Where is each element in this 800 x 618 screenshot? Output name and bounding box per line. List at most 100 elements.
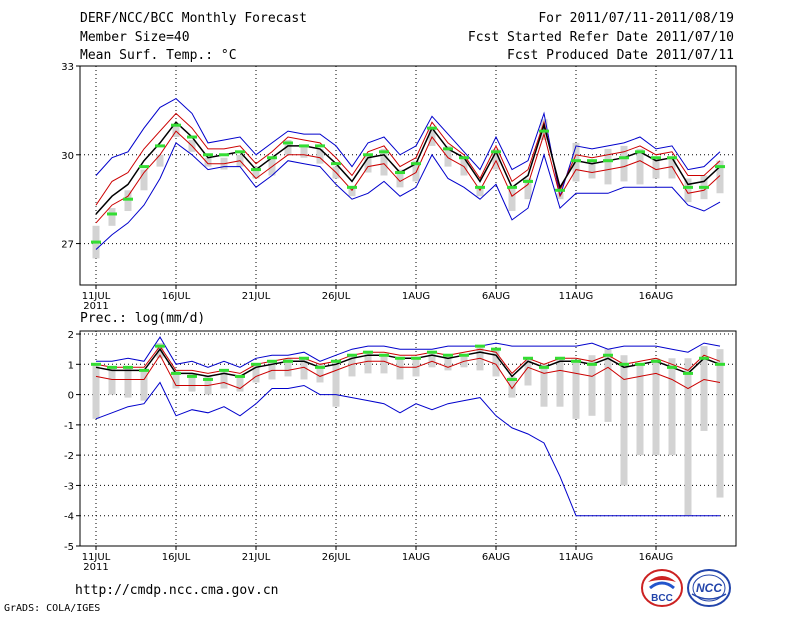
temp-bar-3 bbox=[140, 169, 148, 191]
prec-bar-5 bbox=[172, 370, 180, 389]
prec-bar-2 bbox=[124, 367, 132, 398]
temp-xtick-label-1: 16JUL bbox=[162, 291, 191, 302]
source-url[interactable]: http://cmdp.ncc.cma.gov.cn bbox=[75, 583, 279, 598]
temp-bar-24 bbox=[476, 187, 484, 197]
temp-xtick-label-7: 16AUG bbox=[639, 291, 674, 302]
prec-plot-frame bbox=[79, 330, 737, 547]
prec-ytick-label-2: -3 bbox=[64, 481, 74, 492]
prec-xtick-label-5: 6AUG bbox=[482, 552, 510, 563]
temp-bar-10 bbox=[252, 166, 260, 179]
prec-xtick-label-0: 11JUL bbox=[82, 552, 111, 563]
prec-bar-6 bbox=[188, 373, 196, 392]
temp-bar-34 bbox=[636, 148, 644, 185]
prec-line-p_low bbox=[95, 354, 721, 390]
bcc-logo: BCC bbox=[641, 569, 683, 607]
prec-xtick-label-7: 16AUG bbox=[639, 552, 674, 563]
temp-ytick-label-0: 27 bbox=[61, 240, 74, 251]
prec-bar-12 bbox=[284, 358, 292, 377]
prec-bar-36 bbox=[668, 358, 676, 456]
prec-line-p_high bbox=[95, 345, 721, 375]
prec-bar-8 bbox=[220, 370, 228, 389]
produced-date: Fcst Produced Date 2011/07/11 bbox=[507, 48, 734, 63]
temp-bar-1 bbox=[108, 208, 116, 226]
prec-bar-28 bbox=[540, 364, 548, 407]
temp-bar-17 bbox=[364, 154, 372, 173]
prec-bar-13 bbox=[300, 358, 308, 380]
prec-bar-1 bbox=[108, 367, 116, 395]
prec-bar-19 bbox=[396, 358, 404, 380]
temp-bar-39 bbox=[716, 160, 724, 194]
forecast-period: For 2011/07/11-2011/08/19 bbox=[538, 11, 734, 26]
prec-xtick-label-6: 11AUG bbox=[559, 552, 594, 563]
temp-xtick-label-3: 26JUL bbox=[322, 291, 351, 302]
temp-bar-22 bbox=[444, 145, 452, 167]
temp-bar-27 bbox=[524, 178, 532, 200]
prec-ytick-label-5: 0 bbox=[68, 391, 74, 402]
prec-ytick-label-0: -5 bbox=[64, 542, 74, 553]
temp-bar-13 bbox=[300, 145, 308, 158]
prec-bar-37 bbox=[684, 358, 692, 516]
prec-bar-34 bbox=[636, 364, 644, 456]
prec-bar-38 bbox=[700, 346, 708, 431]
chart-title: DERF/NCC/BCC Monthly Forecast bbox=[80, 11, 307, 26]
prec-bar-29 bbox=[556, 358, 564, 407]
prec-bar-22 bbox=[444, 355, 452, 371]
temp-line-mean bbox=[95, 121, 721, 215]
prec-bar-33 bbox=[620, 355, 628, 486]
prec-xtick-label-3: 26JUL bbox=[322, 552, 351, 563]
prec-line-min bbox=[95, 381, 720, 517]
temp-xtick-label-6: 11AUG bbox=[559, 291, 594, 302]
temp-xtick-label-4: 1AUG bbox=[402, 291, 430, 302]
prec-bar-26 bbox=[508, 376, 516, 398]
prec-line-max bbox=[96, 336, 721, 368]
temp-line-max bbox=[95, 97, 721, 197]
prec-bar-0 bbox=[92, 364, 100, 419]
temp-year-label: 2011 bbox=[83, 301, 108, 312]
prec-ytick-label-6: 1 bbox=[68, 360, 74, 371]
temp-bar-35 bbox=[652, 157, 660, 179]
bcc-logo-text: BCC bbox=[651, 593, 673, 604]
ncc-logo-text: NCC bbox=[696, 581, 722, 595]
prec-bar-21 bbox=[428, 352, 436, 368]
temp-bar-33 bbox=[620, 145, 628, 182]
prec-bar-18 bbox=[380, 355, 388, 374]
prec-xtick-label-1: 16JUL bbox=[162, 552, 191, 563]
prec-bar-32 bbox=[604, 349, 612, 422]
temp-ytick-label-2: 33 bbox=[61, 62, 74, 73]
temp-bar-20 bbox=[412, 160, 420, 182]
prec-ytick-label-3: -2 bbox=[64, 451, 74, 462]
prec-bar-39 bbox=[716, 349, 724, 498]
temp-line-p_low bbox=[95, 130, 721, 224]
prec-bar-25 bbox=[492, 349, 500, 377]
prec-ytick-label-7: 2 bbox=[68, 330, 74, 341]
prec-bar-10 bbox=[252, 364, 260, 383]
temp-bar-36 bbox=[668, 157, 676, 179]
temp-ytick-label-1: 30 bbox=[61, 151, 74, 162]
refer-date: Fcst Started Refer Date 2011/07/10 bbox=[467, 30, 734, 45]
prec-bar-16 bbox=[348, 355, 356, 377]
prec-ytick-label-4: -1 bbox=[64, 421, 74, 432]
prec-bar-31 bbox=[588, 355, 596, 416]
temp-bar-32 bbox=[604, 148, 612, 185]
prec-bar-35 bbox=[652, 358, 660, 456]
temp-bar-4 bbox=[156, 154, 164, 167]
temp-bar-7 bbox=[204, 157, 212, 167]
temp-bar-25 bbox=[492, 148, 500, 170]
prec-ytick-label-1: -4 bbox=[64, 512, 74, 523]
temp-bar-31 bbox=[588, 160, 596, 179]
temp-bar-14 bbox=[316, 148, 324, 164]
member-size-label: Member Size=40 bbox=[80, 30, 190, 45]
temp-bar-18 bbox=[380, 148, 388, 176]
temp-bar-26 bbox=[508, 187, 516, 212]
prec-bar-14 bbox=[316, 364, 324, 383]
temp-bar-12 bbox=[284, 139, 292, 155]
prec-bar-30 bbox=[572, 361, 580, 419]
temp-plot-frame bbox=[79, 65, 737, 286]
temp-xtick-label-0: 11JUL bbox=[82, 291, 111, 302]
variable-label: Mean Surf. Temp.: °C bbox=[80, 48, 237, 63]
prec-year-label: 2011 bbox=[83, 562, 108, 573]
prec-bar-9 bbox=[236, 376, 244, 392]
prec-xtick-label-4: 1AUG bbox=[402, 552, 430, 563]
temp-line-min bbox=[95, 142, 721, 250]
prec-bar-15 bbox=[332, 361, 340, 407]
